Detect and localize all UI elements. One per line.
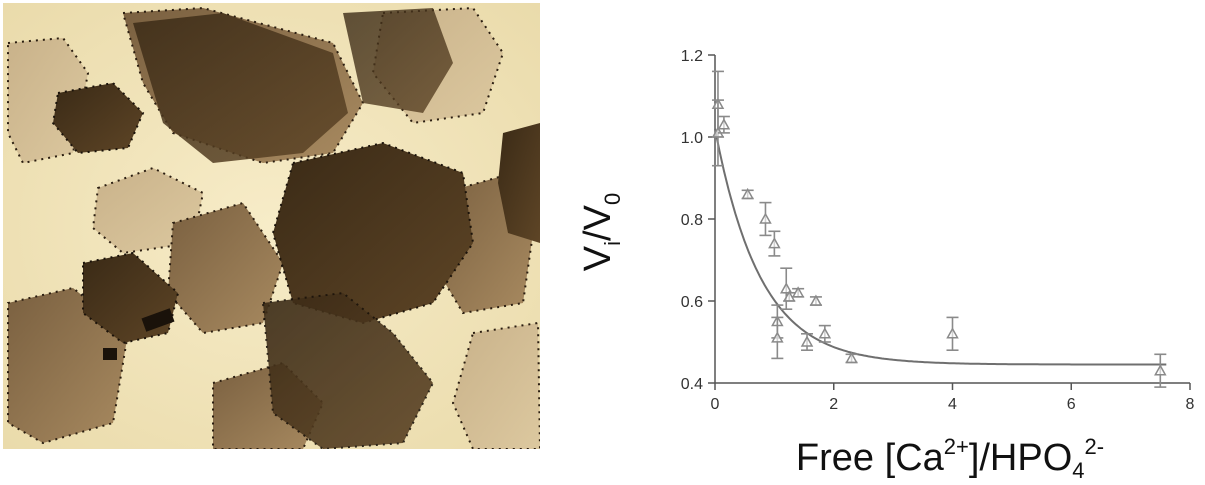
x-tick-label: 4 — [948, 396, 957, 413]
y-tick-label: 1.2 — [681, 48, 703, 65]
data-point — [759, 212, 772, 224]
y-ticks: 0.4 0.6 0.8 1.0 1.2 — [681, 48, 715, 393]
y-axis-title: Vi/V0 — [577, 193, 625, 271]
data-point — [809, 294, 823, 306]
y-tick-label: 0.4 — [681, 376, 703, 393]
data-point — [800, 335, 814, 347]
data-point — [768, 237, 781, 249]
x-tick-label: 0 — [711, 396, 720, 413]
data-point — [771, 331, 784, 343]
data-point — [845, 351, 858, 364]
data-point — [818, 327, 832, 339]
x-tick-label: 6 — [1067, 396, 1076, 413]
data-point — [717, 118, 731, 130]
y-tick-label: 1.0 — [681, 130, 703, 147]
y-tick-label: 0.6 — [681, 294, 703, 311]
crystal-micrograph-image — [3, 3, 540, 449]
x-axis-title: Free [Ca2+]/HPO42- — [796, 434, 1104, 483]
data-point — [946, 327, 959, 339]
data-point — [782, 290, 796, 302]
x-tick-label: 2 — [829, 396, 838, 413]
y-tick-label: 0.8 — [681, 212, 703, 229]
scatter-chart: 0 2 4 6 8 0.4 0.6 0.8 1.0 1.2 Vi/V0 Free [Ca2+]/… — [577, 48, 1195, 483]
data-point — [791, 286, 805, 298]
fit-curve — [714, 128, 1167, 366]
data-point — [1154, 364, 1167, 376]
data-point — [741, 187, 754, 200]
x-ticks: 0 2 4 6 8 — [711, 383, 1195, 413]
data-points — [711, 70, 1167, 388]
x-tick-label: 8 — [1186, 396, 1195, 413]
